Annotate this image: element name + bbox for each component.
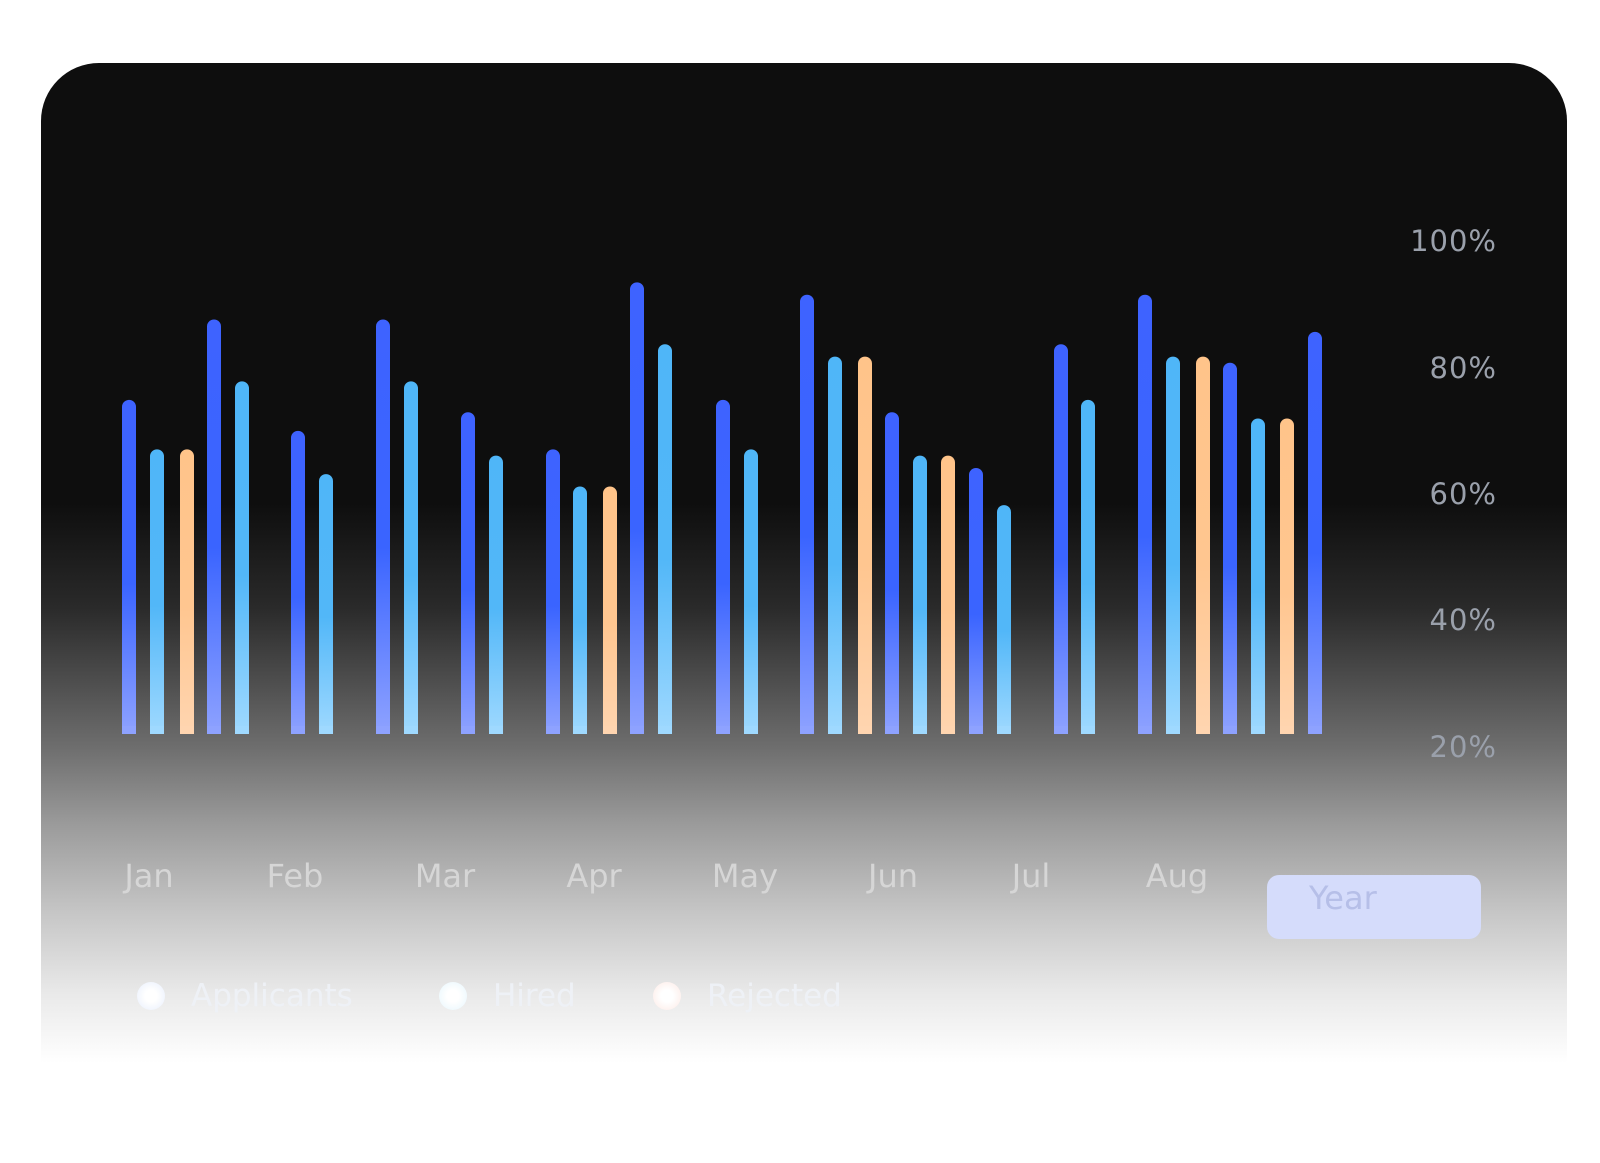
bar-base-rejected: [603, 726, 617, 734]
bar-base-applicants: [969, 726, 983, 734]
bar-rejected: [1196, 356, 1210, 734]
bar-hired: [658, 344, 672, 734]
bar-base-rejected: [941, 726, 955, 734]
bar-base-hired: [235, 726, 249, 734]
bar-base-applicants: [716, 726, 730, 734]
bar-applicants: [546, 449, 560, 734]
bar-hired: [997, 505, 1011, 734]
month-label-feb: Feb: [266, 857, 324, 895]
legend-item-rejected: Rejected: [653, 978, 842, 1014]
bar-hired: [489, 455, 503, 734]
bar-hired: [404, 381, 418, 734]
legend-dot-applicants: [137, 982, 165, 1010]
bar-hired: [235, 381, 249, 734]
bar-base-hired: [913, 726, 927, 734]
bar-applicants: [1138, 294, 1152, 734]
bar-rejected: [603, 486, 617, 734]
bar-hired: [1081, 399, 1095, 734]
bar-hired: [913, 455, 927, 734]
bar-applicants: [630, 282, 644, 734]
year-button[interactable]: Year: [1267, 875, 1481, 939]
bar-applicants: [1223, 362, 1237, 734]
bar-base-hired: [1251, 726, 1265, 734]
bar-base-rejected: [1280, 726, 1294, 734]
bar-base-hired: [828, 726, 842, 734]
bar-hired: [744, 449, 758, 734]
month-label-jun: Jun: [868, 857, 918, 895]
bar-base-applicants: [885, 726, 899, 734]
month-label-jul: Jul: [1011, 857, 1051, 895]
bar-base-applicants: [1054, 726, 1068, 734]
bar-base-applicants: [1308, 726, 1322, 734]
y-tick-label-60: 60%: [1429, 477, 1497, 511]
bar-applicants: [122, 399, 136, 734]
month-label-may: May: [711, 857, 779, 895]
legend-item-hired: Hired: [439, 978, 576, 1014]
bar-hired: [1166, 356, 1180, 734]
bar-base-hired: [489, 726, 503, 734]
bar-base-hired: [997, 726, 1011, 734]
bar-base-rejected: [180, 726, 194, 734]
bar-base-applicants: [461, 726, 475, 734]
bar-hired: [150, 449, 164, 734]
bar-base-applicants: [291, 726, 305, 734]
bar-applicants: [1308, 331, 1322, 734]
bar-base-applicants: [630, 726, 644, 734]
month-label-mar: Mar: [414, 857, 476, 895]
bar-hired: [828, 356, 842, 734]
bar-base-hired: [573, 726, 587, 734]
legend-dot-hired: [439, 982, 467, 1010]
bar-applicants: [800, 294, 814, 734]
bar-applicants: [291, 430, 305, 734]
bar-base-hired: [319, 726, 333, 734]
bar-applicants: [207, 319, 221, 734]
bar-base-applicants: [800, 726, 814, 734]
bar-hired: [573, 486, 587, 734]
bar-rejected: [941, 455, 955, 734]
bar-applicants: [461, 412, 475, 734]
y-tick-label-40: 40%: [1429, 603, 1497, 637]
bar-base-rejected: [858, 726, 872, 734]
y-tick-label-20: 20%: [1429, 730, 1497, 764]
bar-base-hired: [404, 726, 418, 734]
bar-hired: [1251, 418, 1265, 734]
legend-label-applicants: Applicants: [191, 978, 353, 1014]
bar-base-hired: [150, 726, 164, 734]
bar-hired: [319, 474, 333, 734]
bar-base-rejected: [1196, 726, 1210, 734]
bar-base-hired: [744, 726, 758, 734]
y-tick-label-100: 100%: [1410, 224, 1497, 258]
bar-base-hired: [658, 726, 672, 734]
bar-applicants: [885, 412, 899, 734]
bar-rejected: [1280, 418, 1294, 734]
bar-rejected: [858, 356, 872, 734]
legend-item-applicants: Applicants: [137, 978, 353, 1014]
year-button-label: Year: [1309, 879, 1377, 917]
bar-base-applicants: [546, 726, 560, 734]
bar-base-hired: [1166, 726, 1180, 734]
legend-label-hired: Hired: [493, 978, 576, 1014]
bar-base-applicants: [376, 726, 390, 734]
month-label-aug: Aug: [1145, 857, 1209, 895]
bar-applicants: [1054, 344, 1068, 734]
chart-card: 100% 80% 60% 40% 20% Jan Feb Mar Apr May…: [41, 63, 1567, 1083]
bar-rejected: [180, 449, 194, 734]
month-label-jan: Jan: [124, 857, 174, 895]
bar-base-applicants: [122, 726, 136, 734]
bar-base-hired: [1081, 726, 1095, 734]
bar-applicants: [969, 467, 983, 734]
legend-label-rejected: Rejected: [707, 978, 842, 1014]
bar-base-applicants: [1223, 726, 1237, 734]
bar-applicants: [376, 319, 390, 734]
bar-applicants: [716, 399, 730, 734]
legend-dot-rejected: [653, 982, 681, 1010]
bar-base-applicants: [1138, 726, 1152, 734]
bar-base-applicants: [207, 726, 221, 734]
y-tick-label-80: 80%: [1429, 351, 1497, 385]
month-label-apr: Apr: [566, 857, 622, 895]
bar-chart: [122, 282, 1322, 734]
